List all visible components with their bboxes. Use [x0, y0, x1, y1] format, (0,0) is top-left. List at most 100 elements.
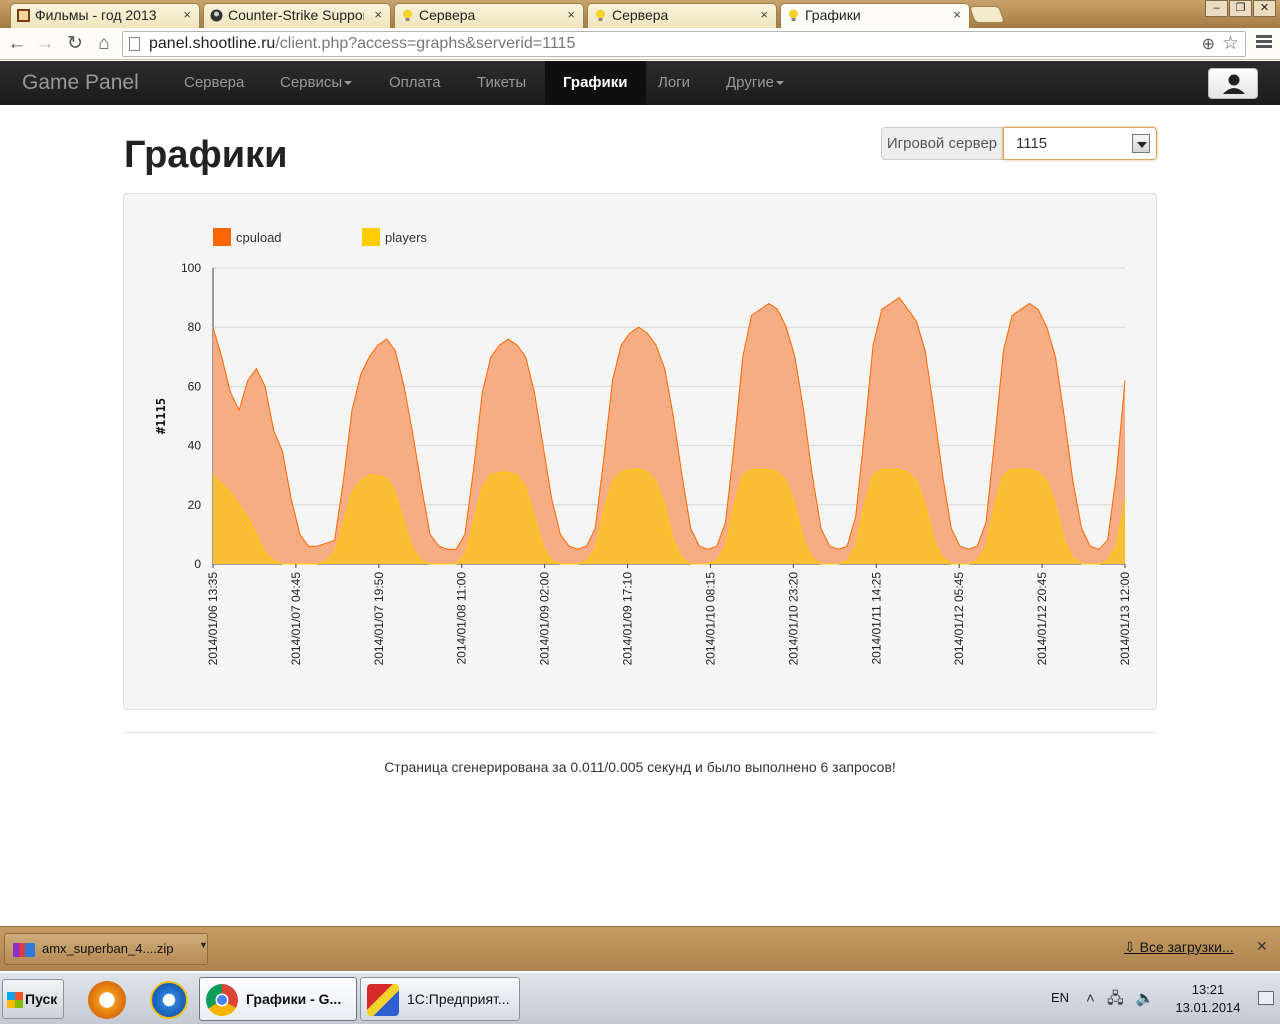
x-tick-label: 2014/01/10 08:15 [703, 572, 717, 666]
close-window-icon[interactable]: ✕ [1253, 0, 1276, 17]
bookmark-star-icon[interactable]: ☆ [1221, 33, 1239, 54]
nav-other[interactable]: Другие [708, 61, 802, 105]
network-icon[interactable]: 🖧 [1106, 990, 1124, 1007]
x-tick-label: 2014/01/12 05:45 [952, 572, 966, 666]
clock-date: 13.01.2014 [1175, 1000, 1241, 1015]
x-tick-label: 2014/01/08 11:00 [455, 572, 469, 665]
media-player-icon[interactable] [88, 981, 126, 1019]
caret-down-icon [776, 81, 785, 86]
archive-file-icon [13, 943, 35, 957]
server-selector: Игровой сервер 1115 [881, 127, 1157, 160]
tab-close-icon[interactable]: × [567, 7, 575, 22]
nav-payment[interactable]: Оплата [371, 61, 459, 105]
nav-label: Другие [726, 74, 775, 91]
task-label: Графики - G... [246, 991, 342, 1007]
window-controls: – ❐ ✕ [1204, 0, 1276, 17]
1c-app-icon [367, 984, 399, 1016]
tab-title: Counter-Strike Suppor [228, 7, 364, 23]
user-menu-button[interactable] [1208, 68, 1258, 99]
home-icon[interactable]: ⌂ [98, 33, 110, 54]
volume-icon[interactable]: 🔈 [1135, 990, 1155, 1007]
page-title: Графики [124, 134, 288, 176]
start-button[interactable]: Пуск [2, 979, 64, 1019]
task-label: 1С:Предприят... [407, 991, 510, 1007]
series-area-players [213, 469, 1125, 564]
nav-label: Оплата [389, 74, 441, 91]
bulb-favicon-icon [403, 9, 412, 21]
page-icon [129, 37, 140, 51]
url-path: /client.php?access=graphs&serverid=1115 [275, 35, 576, 52]
x-tick-label: 2014/01/13 12:00 [1118, 572, 1132, 666]
y-tick-label: 20 [188, 498, 202, 512]
legend-label-cpuload: cpuload [236, 230, 282, 245]
start-label: Пуск [25, 991, 58, 1007]
tab-close-icon[interactable]: × [953, 7, 961, 22]
dropdown-arrow-icon[interactable] [1132, 134, 1150, 153]
all-downloads-label: Все загрузки... [1139, 939, 1234, 955]
minimize-icon[interactable]: – [1205, 0, 1228, 17]
graph-chart: cpuload players 0 20 40 60 80 100 #1115 2014/01/0… [154, 228, 1132, 666]
windows-flag-icon [7, 992, 23, 1008]
forward-arrow-icon[interactable]: → [35, 33, 55, 54]
restore-icon[interactable]: ❐ [1229, 0, 1252, 17]
server-select[interactable]: 1115 [1003, 127, 1157, 160]
browser-tab-counter-strike[interactable]: Counter-Strike Suppor × [203, 3, 391, 28]
x-tick-label: 2014/01/09 17:10 [621, 572, 635, 666]
browser-tab-films[interactable]: Фильмы - год 2013 × [10, 3, 200, 28]
x-tick-label: 2014/01/09 02:00 [538, 572, 552, 666]
language-indicator[interactable]: EN [1051, 990, 1070, 1005]
caret-down-icon [344, 81, 353, 86]
bulb-favicon-icon [789, 9, 798, 21]
x-tick-label: 2014/01/12 20:45 [1035, 572, 1049, 666]
clock[interactable]: 13:21 13.01.2014 [1170, 981, 1246, 1017]
brand-logo[interactable]: Game Panel [22, 71, 139, 94]
nav-tickets[interactable]: Тикеты [459, 61, 544, 105]
close-shelf-icon[interactable]: ✕ [1256, 938, 1268, 954]
nav-label: Тикеты [477, 74, 527, 91]
nav-graphs[interactable]: Графики [545, 61, 646, 105]
address-bar[interactable]: panel.shootline.ru/client.php?access=gra… [122, 31, 1246, 57]
x-tick-label: 2014/01/07 04:45 [289, 572, 303, 666]
browser-menu-icon[interactable] [1254, 33, 1274, 53]
tab-title: Фильмы - год 2013 [35, 7, 157, 23]
bulb-favicon-icon [596, 9, 605, 21]
steam-favicon-icon [210, 9, 223, 22]
nav-logs[interactable]: Логи [640, 61, 708, 105]
url-host: panel.shootline.ru [149, 35, 276, 52]
zoom-icon[interactable]: ⊕ [1201, 36, 1215, 53]
legend-swatch-players [362, 228, 380, 246]
tab-close-icon[interactable]: × [374, 7, 382, 22]
server-select-value: 1115 [1016, 135, 1048, 152]
user-icon [1223, 74, 1245, 94]
back-arrow-icon[interactable]: ← [7, 33, 27, 54]
y-axis-label: #1115 [154, 398, 168, 434]
browser-tab-graphs[interactable]: Графики × [780, 3, 970, 28]
tab-title: Графики [805, 7, 861, 23]
all-downloads-link[interactable]: ⇩ Все загрузки... [1124, 939, 1234, 955]
footer-divider [123, 732, 1157, 733]
top-navbar: Game Panel Сервера Сервисы Оплата Тикеты… [0, 61, 1280, 105]
nav-servers[interactable]: Сервера [166, 61, 262, 105]
download-filename: amx_superban_4....zip [42, 941, 174, 956]
tray-expand-icon[interactable]: ˄ [1086, 990, 1095, 1007]
nav-services[interactable]: Сервисы [262, 61, 370, 105]
new-tab-button[interactable] [968, 6, 1006, 23]
taskbar-chrome-window[interactable]: Графики - G... [199, 977, 357, 1021]
browser-tab-servers-2[interactable]: Сервера × [587, 3, 777, 28]
download-menu-arrow-icon[interactable]: ▼ [199, 940, 208, 950]
internet-explorer-icon[interactable] [150, 981, 188, 1019]
download-item[interactable]: amx_superban_4....zip ▼ [4, 933, 208, 965]
chart-container: cpuload players 0 20 40 60 80 100 #1115 2014/01/0… [123, 193, 1157, 710]
legend-label-players: players [385, 230, 427, 245]
url-text[interactable]: panel.shootline.ru/client.php?access=gra… [149, 34, 575, 54]
tab-close-icon[interactable]: × [760, 7, 768, 22]
series-line-players [212, 468, 1126, 565]
show-desktop-button[interactable] [1258, 991, 1274, 1005]
reload-icon[interactable]: ↻ [67, 33, 83, 54]
x-tick-label: 2014/01/11 14:25 [869, 572, 883, 665]
browser-tab-servers-1[interactable]: Сервера × [394, 3, 584, 28]
nav-label: Логи [658, 74, 691, 91]
taskbar-1c-window[interactable]: 1С:Предприят... [360, 977, 520, 1021]
series-line-cpuload [212, 296, 1126, 550]
tab-close-icon[interactable]: × [183, 7, 191, 22]
